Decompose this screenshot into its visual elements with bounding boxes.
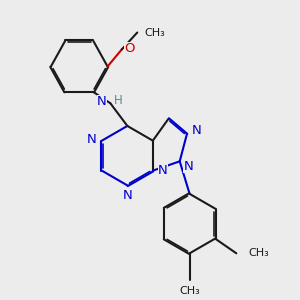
Text: N: N	[192, 124, 202, 137]
Text: CH₃: CH₃	[179, 286, 200, 296]
Text: N: N	[122, 189, 132, 202]
Text: CH₃: CH₃	[248, 248, 269, 258]
Text: H: H	[114, 94, 123, 107]
Text: O: O	[124, 42, 135, 55]
Text: N: N	[97, 95, 107, 108]
Text: CH₃: CH₃	[144, 28, 165, 38]
Text: N: N	[158, 164, 168, 177]
Text: N: N	[183, 160, 193, 173]
Text: N: N	[87, 133, 97, 146]
